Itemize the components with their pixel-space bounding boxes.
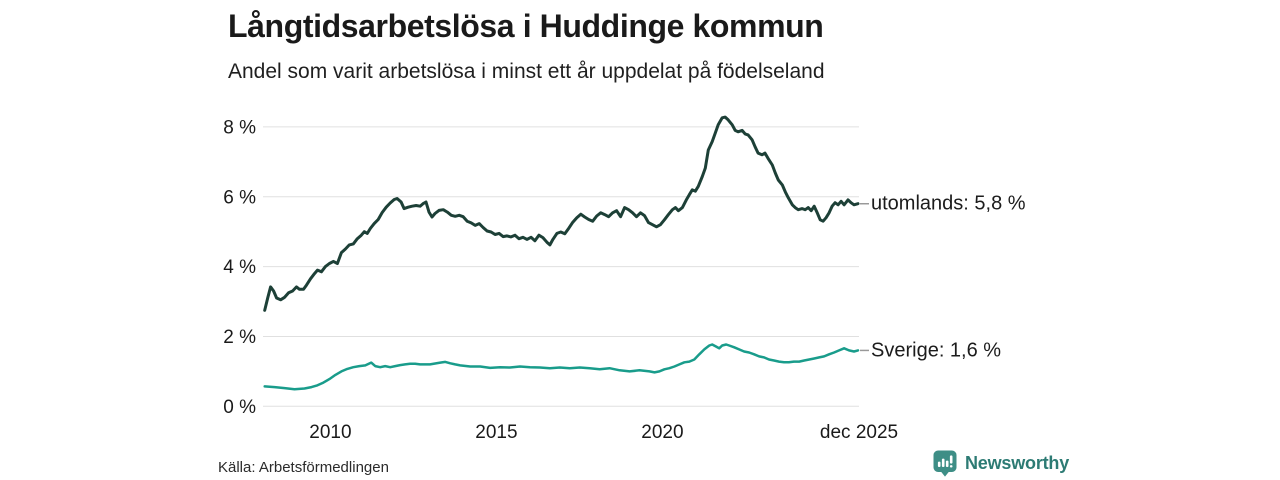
series-line-Sverige <box>263 343 860 391</box>
series-label-sverige: Sverige: 1,6 % <box>871 339 1002 362</box>
newsworthy-speech-bubble-bar-chart-icon <box>933 450 957 477</box>
x-tick-label: 2020 <box>641 422 683 443</box>
page-subtitle: Andel som varit arbetslösa i minst ett å… <box>228 60 825 83</box>
series-line-utomlands <box>263 115 860 312</box>
x-tick-label: 2010 <box>309 422 351 443</box>
y-tick-label: 6 % <box>223 187 256 208</box>
page-title: Långtidsarbetslösa i Huddinge kommun <box>228 8 824 44</box>
source-note: Källa: Arbetsförmedlingen <box>218 459 389 476</box>
newsworthy-wordmark: Newsworthy <box>965 453 1070 473</box>
y-tick-label: 0 % <box>223 397 256 418</box>
x-tick-label: 2015 <box>475 422 517 443</box>
y-tick-label: 8 % <box>223 117 256 138</box>
y-tick-label: 4 % <box>223 257 256 278</box>
x-tick-label: dec 2025 <box>820 422 898 443</box>
series-label-utomlands: utomlands: 5,8 % <box>871 192 1026 215</box>
newsworthy-logo: Newsworthy <box>933 450 1069 477</box>
y-tick-label: 2 % <box>223 327 256 348</box>
